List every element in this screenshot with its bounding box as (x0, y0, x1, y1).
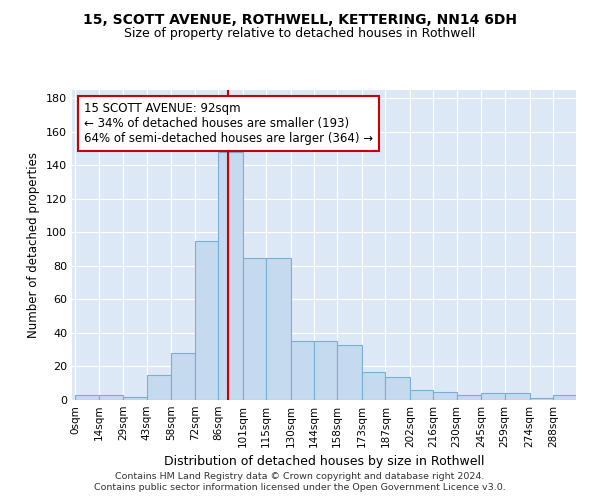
Y-axis label: Number of detached properties: Number of detached properties (28, 152, 40, 338)
X-axis label: Distribution of detached houses by size in Rothwell: Distribution of detached houses by size … (164, 456, 484, 468)
Text: Contains public sector information licensed under the Open Government Licence v3: Contains public sector information licen… (94, 484, 506, 492)
Bar (481, 394, 505, 400)
Bar (530, 398, 553, 400)
Bar (243, 258, 266, 400)
Bar (291, 342, 314, 400)
Text: Contains HM Land Registry data © Crown copyright and database right 2024.: Contains HM Land Registry data © Crown c… (115, 472, 485, 481)
Bar (218, 152, 243, 400)
Bar (505, 394, 530, 400)
Bar (98, 395, 124, 400)
Bar (266, 258, 291, 400)
Bar (314, 342, 337, 400)
Bar (124, 396, 146, 400)
Bar (385, 376, 410, 400)
Bar (337, 344, 362, 400)
Bar (146, 375, 172, 400)
Bar (457, 395, 481, 400)
Text: 15 SCOTT AVENUE: 92sqm
← 34% of detached houses are smaller (193)
64% of semi-de: 15 SCOTT AVENUE: 92sqm ← 34% of detached… (83, 102, 373, 144)
Bar (194, 241, 218, 400)
Bar (433, 392, 457, 400)
Text: Size of property relative to detached houses in Rothwell: Size of property relative to detached ho… (124, 28, 476, 40)
Bar (410, 390, 433, 400)
Bar (362, 372, 385, 400)
Bar (172, 353, 194, 400)
Bar (76, 395, 98, 400)
Text: 15, SCOTT AVENUE, ROTHWELL, KETTERING, NN14 6DH: 15, SCOTT AVENUE, ROTHWELL, KETTERING, N… (83, 12, 517, 26)
Bar (553, 395, 576, 400)
